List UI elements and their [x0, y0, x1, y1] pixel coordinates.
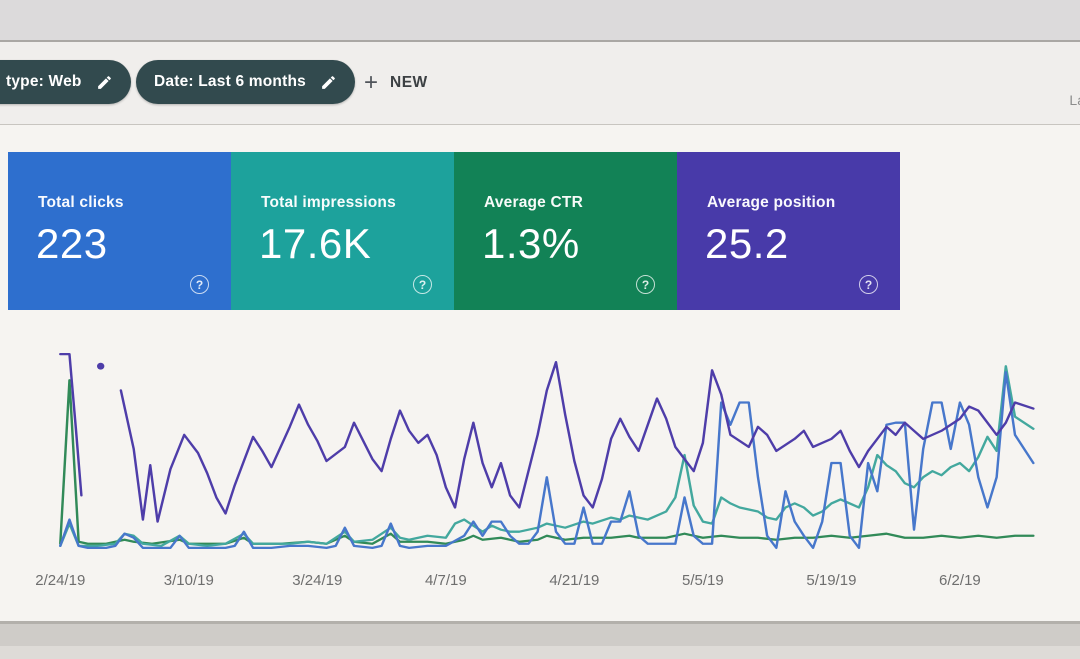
x-axis-tick-label: 2/24/19	[35, 572, 86, 589]
series-line-average-position	[119, 360, 1035, 523]
x-axis-tick-label: 6/2/19	[939, 572, 981, 589]
metric-value: 223	[36, 220, 108, 267]
edit-pencil-icon[interactable]	[320, 74, 337, 91]
screen-bezel-strip	[0, 0, 1080, 42]
x-axis-tick-label: 3/24/19	[292, 572, 343, 589]
x-axis-tick-label: 5/5/19	[682, 572, 724, 589]
performance-chart-svg	[59, 352, 1035, 550]
page-background-below-panel	[0, 624, 1080, 659]
x-axis-tick-label: 4/7/19	[424, 572, 467, 589]
metric-label: Total impressions	[261, 194, 396, 211]
date-filter-chip[interactable]: Date: Last 6 months	[136, 60, 355, 104]
series-line-average-position	[59, 352, 83, 497]
x-axis-labels: 2/24/19 3/10/19 3/24/19 4/7/19 4/21/19 5/5/19…	[35, 572, 1066, 596]
series-line-total-clicks	[59, 371, 1035, 550]
filter-bar: type: Web Date: Last 6 months + NEW La	[0, 42, 1080, 125]
metric-card-total-impressions[interactable]: Total impressions 17.6K ?	[231, 152, 454, 310]
new-filter-button-label: NEW	[390, 74, 428, 91]
help-icon[interactable]: ?	[190, 275, 209, 294]
metric-value: 25.2	[705, 220, 789, 267]
metric-label: Average CTR	[484, 194, 583, 211]
partial-last-updated-text: La	[1069, 92, 1080, 108]
edit-pencil-icon[interactable]	[96, 74, 113, 91]
metric-value: 17.6K	[259, 220, 372, 267]
metric-cards-row: Total clicks 223 ? Total impressions 17.…	[8, 152, 900, 310]
series-line-average-ctr	[59, 379, 1035, 545]
search-type-filter-chip[interactable]: type: Web	[0, 60, 131, 104]
isolated-data-point	[97, 362, 105, 370]
help-icon[interactable]: ?	[636, 275, 655, 294]
date-filter-label: Date: Last 6 months	[154, 73, 306, 90]
x-axis-tick-label: 3/10/19	[163, 572, 214, 589]
plus-icon: +	[364, 69, 379, 96]
help-icon[interactable]: ?	[413, 275, 432, 294]
metric-label: Average position	[707, 194, 836, 211]
x-axis-tick-label: 5/19/19	[806, 572, 857, 589]
search-type-filter-label: type: Web	[6, 73, 82, 90]
x-axis-tick-label: 4/21/19	[549, 572, 600, 589]
new-filter-button[interactable]: + NEW	[364, 68, 428, 98]
metric-label: Total clicks	[38, 194, 124, 211]
series-line-total-impressions	[59, 365, 1035, 548]
help-icon[interactable]: ?	[859, 275, 878, 294]
metric-card-average-ctr[interactable]: Average CTR 1.3% ?	[454, 152, 677, 310]
metric-card-average-position[interactable]: Average position 25.2 ?	[677, 152, 900, 310]
metric-card-total-clicks[interactable]: Total clicks 223 ?	[8, 152, 231, 310]
metric-value: 1.3%	[482, 220, 580, 267]
performance-panel: Total clicks 223 ? Total impressions 17.…	[0, 125, 1080, 624]
performance-line-chart: 2/24/19 3/10/19 3/24/19 4/7/19 4/21/19 5/5/19…	[35, 329, 1066, 605]
